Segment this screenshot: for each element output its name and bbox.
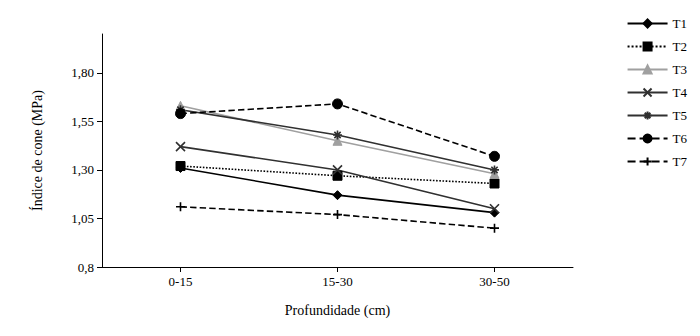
svg-text:T7: T7: [673, 154, 688, 169]
svg-text:T3: T3: [673, 62, 687, 77]
svg-text:1,05: 1,05: [71, 211, 94, 226]
svg-text:0-15: 0-15: [169, 274, 193, 289]
svg-text:15-30: 15-30: [322, 274, 352, 289]
svg-text:1,30: 1,30: [71, 162, 94, 177]
svg-text:T6: T6: [673, 131, 688, 146]
svg-text:T1: T1: [673, 16, 687, 31]
svg-text:30-50: 30-50: [479, 274, 509, 289]
svg-text:Índice de cone (MPa): Índice de cone (MPa): [29, 90, 46, 211]
svg-text:1,55: 1,55: [71, 114, 94, 129]
svg-text:0,8: 0,8: [78, 260, 94, 275]
svg-text:Profundidade (cm): Profundidade (cm): [285, 303, 391, 319]
svg-text:1,80: 1,80: [71, 65, 94, 80]
svg-text:T5: T5: [673, 108, 687, 123]
svg-text:T4: T4: [673, 85, 688, 100]
svg-text:T2: T2: [673, 39, 687, 54]
